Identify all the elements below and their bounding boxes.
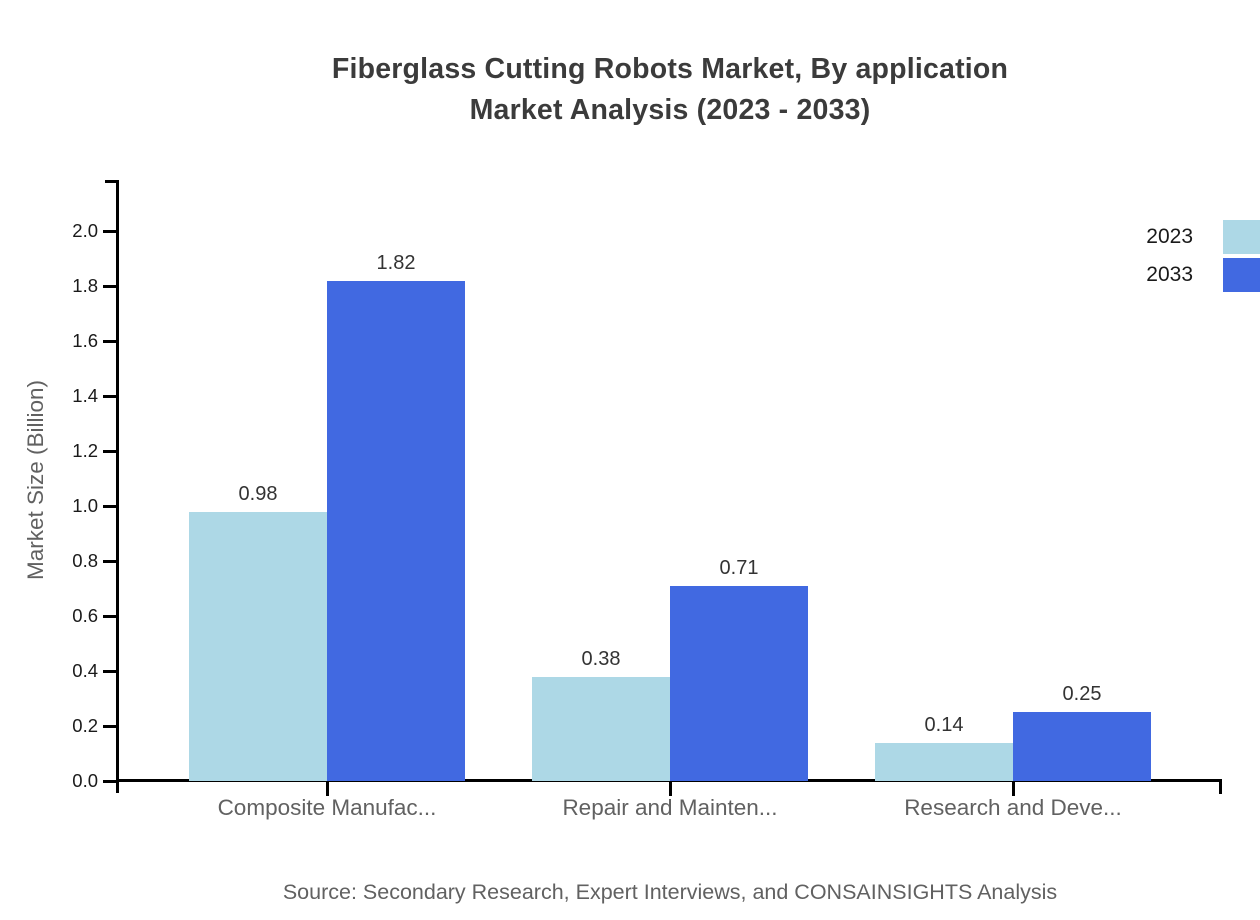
- y-tick-label: 0.4: [72, 660, 98, 681]
- y-tick-label: 2.0: [72, 220, 98, 241]
- y-tick-mark: [103, 779, 118, 783]
- bar-2023-2: [532, 676, 670, 781]
- y-tick-label: 0.6: [72, 605, 98, 626]
- y-tick-mark: [103, 229, 118, 233]
- y-tick-mark: [103, 504, 118, 508]
- legend-row-2023: 2023: [1146, 220, 1260, 254]
- y-tick-mark: [103, 449, 118, 453]
- legend-row-2033: 2033: [1146, 258, 1260, 292]
- legend-label-2023: 2023: [1146, 225, 1193, 248]
- bar-2023-3: [875, 742, 1013, 781]
- legend: 2023 2033: [1146, 220, 1260, 296]
- bar-value-label: 1.82: [376, 251, 416, 274]
- bar-2023-1: [189, 511, 327, 781]
- y-tick-mark: [103, 339, 118, 343]
- source-note: Source: Secondary Research, Expert Inter…: [282, 880, 1058, 904]
- y-tick-label: 1.4: [72, 385, 98, 406]
- y-tick-mark: [103, 614, 118, 618]
- legend-label-2033: 2033: [1146, 263, 1193, 286]
- chart-title: Fiberglass Cutting Robots Market, By app…: [80, 49, 1260, 131]
- y-tick-mark: [103, 284, 118, 288]
- bar-2033-1: [327, 280, 465, 781]
- x-tick-mark: [1011, 779, 1015, 796]
- bar-2033-3: [1013, 712, 1151, 781]
- y-tick-label: 0.0: [72, 770, 98, 791]
- y-axis-top-cap: [105, 180, 119, 183]
- legend-swatch-2023: [1223, 220, 1260, 254]
- legend-swatch-2033: [1223, 258, 1260, 292]
- bar-value-label: 0.98: [238, 482, 278, 505]
- y-tick-mark: [103, 394, 118, 398]
- y-tick-label: 0.2: [72, 715, 98, 736]
- y-tick-label: 0.8: [72, 550, 98, 571]
- y-tick-label: 1.6: [72, 330, 98, 351]
- category-label: Composite Manufac...: [217, 795, 437, 820]
- bar-value-label: 0.14: [924, 713, 964, 736]
- x-tick-mark: [668, 779, 672, 796]
- x-axis-end-cap: [1219, 779, 1222, 794]
- x-tick-mark: [325, 779, 329, 796]
- chart-title-line2: Market Analysis (2023 - 2033): [469, 94, 871, 126]
- category-label: Repair and Mainten...: [562, 795, 778, 820]
- y-tick-mark: [103, 724, 118, 728]
- bar-value-label: 0.25: [1062, 683, 1102, 706]
- y-tick-mark: [103, 559, 118, 563]
- category-label: Research and Deve...: [904, 795, 1122, 820]
- bar-value-label: 0.71: [719, 556, 759, 579]
- y-tick-label: 1.2: [72, 440, 98, 461]
- y-axis-spine: [116, 181, 119, 793]
- y-tick-label: 1.8: [72, 275, 98, 296]
- y-axis-label: Market Size (Billion): [23, 379, 48, 581]
- bar-2033-2: [670, 585, 808, 781]
- y-tick-mark: [103, 669, 118, 673]
- bar-value-label: 0.38: [581, 647, 621, 670]
- y-tick-label: 1.0: [72, 495, 98, 516]
- chart-title-line1: Fiberglass Cutting Robots Market, By app…: [331, 53, 1009, 85]
